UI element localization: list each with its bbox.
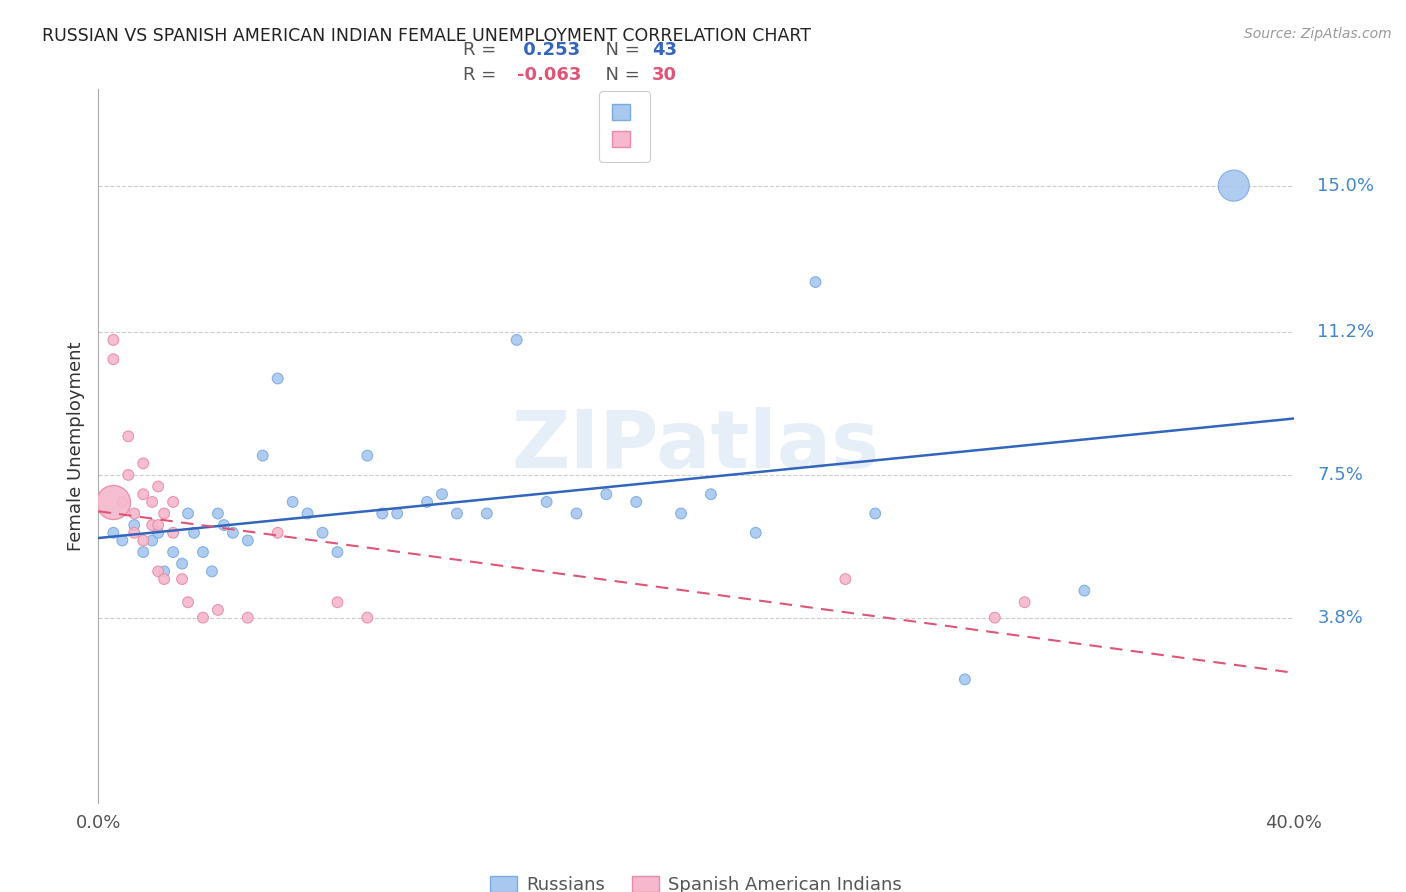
- Point: [103, 352, 125, 367]
- Text: R =: R =: [463, 66, 502, 84]
- Point: [446, 507, 468, 521]
- Point: [124, 525, 146, 540]
- Point: [148, 565, 170, 579]
- Point: [416, 495, 439, 509]
- Text: ZIPatlas: ZIPatlas: [512, 407, 880, 485]
- Point: [103, 495, 125, 509]
- Point: [385, 507, 409, 521]
- Point: [267, 371, 290, 385]
- Point: [132, 456, 155, 470]
- Point: [1073, 583, 1095, 598]
- Point: [177, 595, 200, 609]
- Point: [132, 487, 155, 501]
- Point: [595, 487, 617, 501]
- Point: [162, 525, 184, 540]
- Point: [953, 673, 976, 687]
- Point: [834, 572, 856, 586]
- Point: [236, 533, 259, 548]
- Text: N =: N =: [595, 66, 645, 84]
- Point: [252, 449, 274, 463]
- Point: [865, 507, 887, 521]
- Text: 30: 30: [652, 66, 676, 84]
- Point: [183, 525, 205, 540]
- Point: [117, 429, 139, 443]
- Point: [117, 467, 139, 482]
- Point: [506, 333, 529, 347]
- Point: [141, 495, 163, 509]
- Point: [212, 518, 235, 533]
- Point: [103, 525, 125, 540]
- Point: [141, 533, 163, 548]
- Point: [207, 507, 229, 521]
- Point: [1014, 595, 1036, 609]
- Point: [669, 507, 692, 521]
- Point: [565, 507, 588, 521]
- Point: [153, 572, 176, 586]
- Text: 11.2%: 11.2%: [1317, 323, 1375, 342]
- Point: [111, 495, 134, 509]
- Point: [207, 603, 229, 617]
- Point: [236, 610, 259, 624]
- Point: [148, 479, 170, 493]
- Point: [148, 525, 170, 540]
- Point: [201, 565, 224, 579]
- Point: [371, 507, 394, 521]
- Text: N =: N =: [595, 41, 645, 59]
- Point: [177, 507, 200, 521]
- Point: [475, 507, 498, 521]
- Point: [356, 449, 378, 463]
- Point: [103, 333, 125, 347]
- Point: [148, 518, 170, 533]
- Point: [700, 487, 723, 501]
- Point: [153, 565, 176, 579]
- Point: [356, 610, 378, 624]
- Y-axis label: Female Unemployment: Female Unemployment: [66, 342, 84, 550]
- Text: 15.0%: 15.0%: [1317, 177, 1375, 194]
- Point: [172, 572, 194, 586]
- Point: [132, 533, 155, 548]
- Point: [141, 518, 163, 533]
- Text: 43: 43: [652, 41, 676, 59]
- Legend: Russians, Spanish American Indians: Russians, Spanish American Indians: [482, 869, 910, 892]
- Point: [162, 495, 184, 509]
- Text: Source: ZipAtlas.com: Source: ZipAtlas.com: [1244, 27, 1392, 41]
- Point: [172, 557, 194, 571]
- Point: [191, 610, 214, 624]
- Point: [430, 487, 453, 501]
- Point: [153, 507, 176, 521]
- Point: [804, 275, 827, 289]
- Point: [745, 525, 768, 540]
- Point: [267, 525, 290, 540]
- Point: [326, 595, 349, 609]
- Text: R =: R =: [463, 41, 502, 59]
- Point: [1223, 178, 1246, 193]
- Text: -0.063: -0.063: [517, 66, 581, 84]
- Text: 0.253: 0.253: [517, 41, 579, 59]
- Point: [124, 507, 146, 521]
- Point: [222, 525, 245, 540]
- Point: [124, 518, 146, 533]
- Point: [536, 495, 558, 509]
- Point: [297, 507, 319, 521]
- Point: [191, 545, 214, 559]
- Point: [311, 525, 333, 540]
- Point: [624, 495, 647, 509]
- Text: 3.8%: 3.8%: [1317, 608, 1364, 627]
- Point: [281, 495, 304, 509]
- Text: 7.5%: 7.5%: [1317, 466, 1364, 484]
- Text: RUSSIAN VS SPANISH AMERICAN INDIAN FEMALE UNEMPLOYMENT CORRELATION CHART: RUSSIAN VS SPANISH AMERICAN INDIAN FEMAL…: [42, 27, 811, 45]
- Point: [983, 610, 1005, 624]
- Point: [162, 545, 184, 559]
- Point: [111, 533, 134, 548]
- Point: [326, 545, 349, 559]
- Point: [132, 545, 155, 559]
